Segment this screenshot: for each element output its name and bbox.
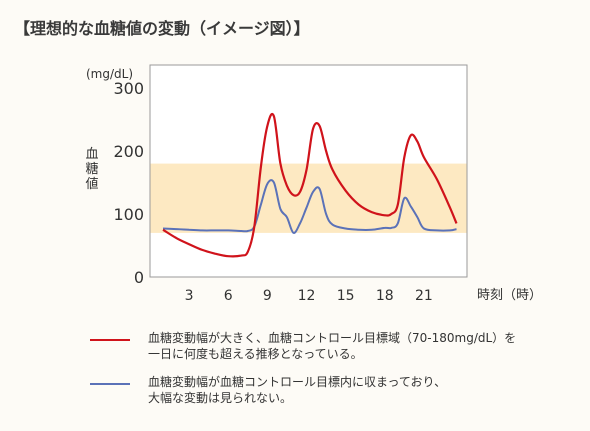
x-tick-label: 3 — [185, 288, 194, 304]
x-tick-label: 15 — [337, 288, 355, 304]
chart-title: 【理想的な血糖値の変動（イメージ図）】 — [14, 19, 310, 38]
x-tick-label: 21 — [415, 288, 433, 304]
legend-fluctuating-line2: 一日に何度も超える推移となっている。 — [148, 347, 363, 361]
legend-line-stable — [90, 383, 130, 385]
legend-stable-line1: 血糖変動幅が血糖コントロール目標内に収まっており、 — [148, 375, 447, 389]
legend-stable-line2: 大幅な変動は見られない。 — [148, 391, 293, 405]
series-line-stable — [162, 179, 457, 234]
series-line-fluctuating — [162, 112, 458, 258]
x-tick-label: 6 — [224, 288, 233, 304]
target-range-band — [150, 163, 467, 233]
y-tick-label: 0 — [134, 268, 144, 287]
x-tick-label: 9 — [263, 288, 272, 304]
y-tick-labels: 0 100 200 300 — [113, 79, 144, 287]
x-axis-label: 時刻（時） — [477, 288, 542, 303]
y-tick-label: 100 — [113, 205, 144, 224]
legend-line-fluctuating — [90, 339, 130, 341]
y-tick-label: 300 — [113, 79, 144, 98]
series-layer — [162, 112, 458, 258]
y-tick-label: 200 — [113, 142, 144, 161]
x-tick-label: 18 — [376, 288, 394, 304]
x-tick-label: 12 — [298, 288, 316, 304]
legend-text-stable: 血糖変動幅が血糖コントロール目標内に収まっており、 大幅な変動は見られない。 — [148, 374, 588, 406]
legend-text-fluctuating: 血糖変動幅が大きく、血糖コントロール目標域（70-180mg/dL）を 一日に何… — [148, 330, 588, 362]
x-tick-labels: 3 6 9 12 15 18 21 — [185, 288, 433, 304]
legend-fluctuating-line1: 血糖変動幅が大きく、血糖コントロール目標域（70-180mg/dL）を — [148, 331, 517, 345]
y-unit-label: (mg/dL) — [86, 67, 133, 81]
y-axis-label: 血糖値 — [85, 147, 98, 192]
plot-frame — [149, 64, 468, 278]
